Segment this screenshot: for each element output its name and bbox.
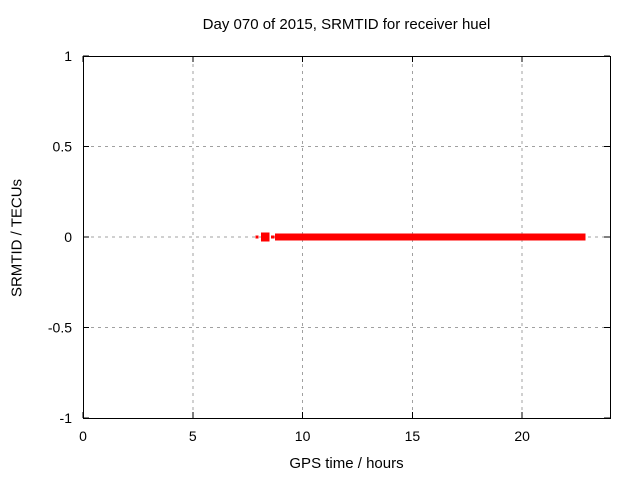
data-segment-band [274,233,586,241]
y-tick-label: -0.5 [48,320,72,336]
plot-border [83,56,611,419]
x-axis-label: GPS time / hours [289,455,404,472]
data-segment-marker [260,232,270,242]
chart-title: Day 070 of 2015, SRMTID for receiver hue… [202,16,491,33]
x-tick-label: 20 [514,428,530,444]
y-tick-label: -1 [60,410,73,426]
x-tick-label: 5 [189,428,197,444]
data-segment-line [270,235,275,239]
x-tick-label: 10 [295,428,311,444]
x-tick-label: 0 [79,428,87,444]
y-tick-label: 0 [64,229,72,245]
y-tick-label: 1 [64,48,72,64]
x-tick-label: 15 [405,428,421,444]
data-segment-line [255,235,259,239]
y-tick-label: 0.5 [53,139,73,155]
